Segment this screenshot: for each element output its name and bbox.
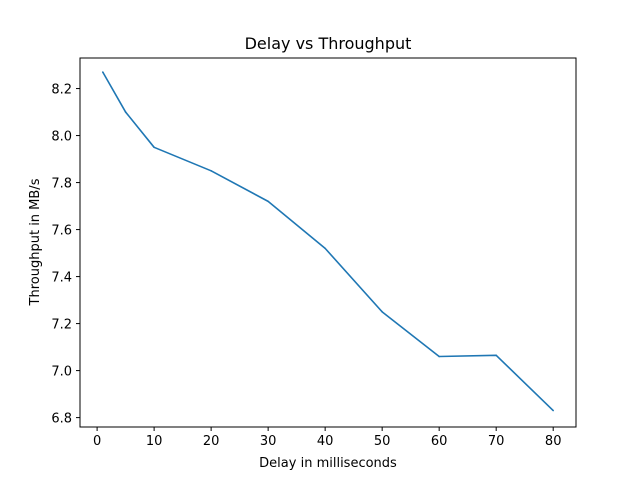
data-point — [381, 311, 383, 313]
y-axis: 6.8 7.0 7.2 7.4 7.6 7.8 8.0 8.2 — [51, 83, 80, 427]
y-tick-label: 7.8 — [51, 177, 72, 192]
y-tick-label: 7.6 — [51, 224, 72, 239]
y-tick-label: 7.2 — [51, 318, 72, 333]
x-tick-label: 80 — [545, 434, 562, 449]
x-tick-label: 60 — [431, 434, 448, 449]
series-line — [102, 71, 554, 412]
x-tick-label: 10 — [146, 434, 163, 449]
y-tick-label: 7.4 — [51, 271, 72, 286]
y-axis-label: Throughput in MB/s — [28, 178, 43, 306]
x-axis-label: Delay in milliseconds — [259, 456, 397, 471]
data-point — [552, 409, 554, 412]
y-tick-label: 7.0 — [51, 365, 72, 380]
x-tick-label: 30 — [260, 434, 277, 449]
x-tick-label: 20 — [203, 434, 220, 449]
data-point — [153, 146, 155, 149]
data-point — [267, 200, 269, 203]
data-point — [438, 355, 440, 358]
x-tick-label: 0 — [93, 434, 101, 449]
x-tick-label: 40 — [317, 434, 334, 449]
x-tick-label: 50 — [374, 434, 391, 449]
y-tick-label: 6.8 — [51, 412, 72, 427]
data-point — [324, 247, 326, 250]
y-tick-label: 8.2 — [51, 83, 72, 98]
plot-area-frame — [79, 57, 577, 428]
data-point — [495, 354, 497, 357]
data-point — [124, 111, 127, 113]
chart-title: Delay vs Throughput — [245, 34, 412, 53]
x-tick-label: 70 — [488, 434, 505, 449]
x-axis: 0 10 20 30 40 50 60 70 80 — [93, 427, 562, 449]
y-tick-label: 8.0 — [51, 130, 72, 145]
data-point — [210, 170, 212, 172]
series-layer — [102, 71, 554, 412]
data-point — [102, 71, 104, 73]
